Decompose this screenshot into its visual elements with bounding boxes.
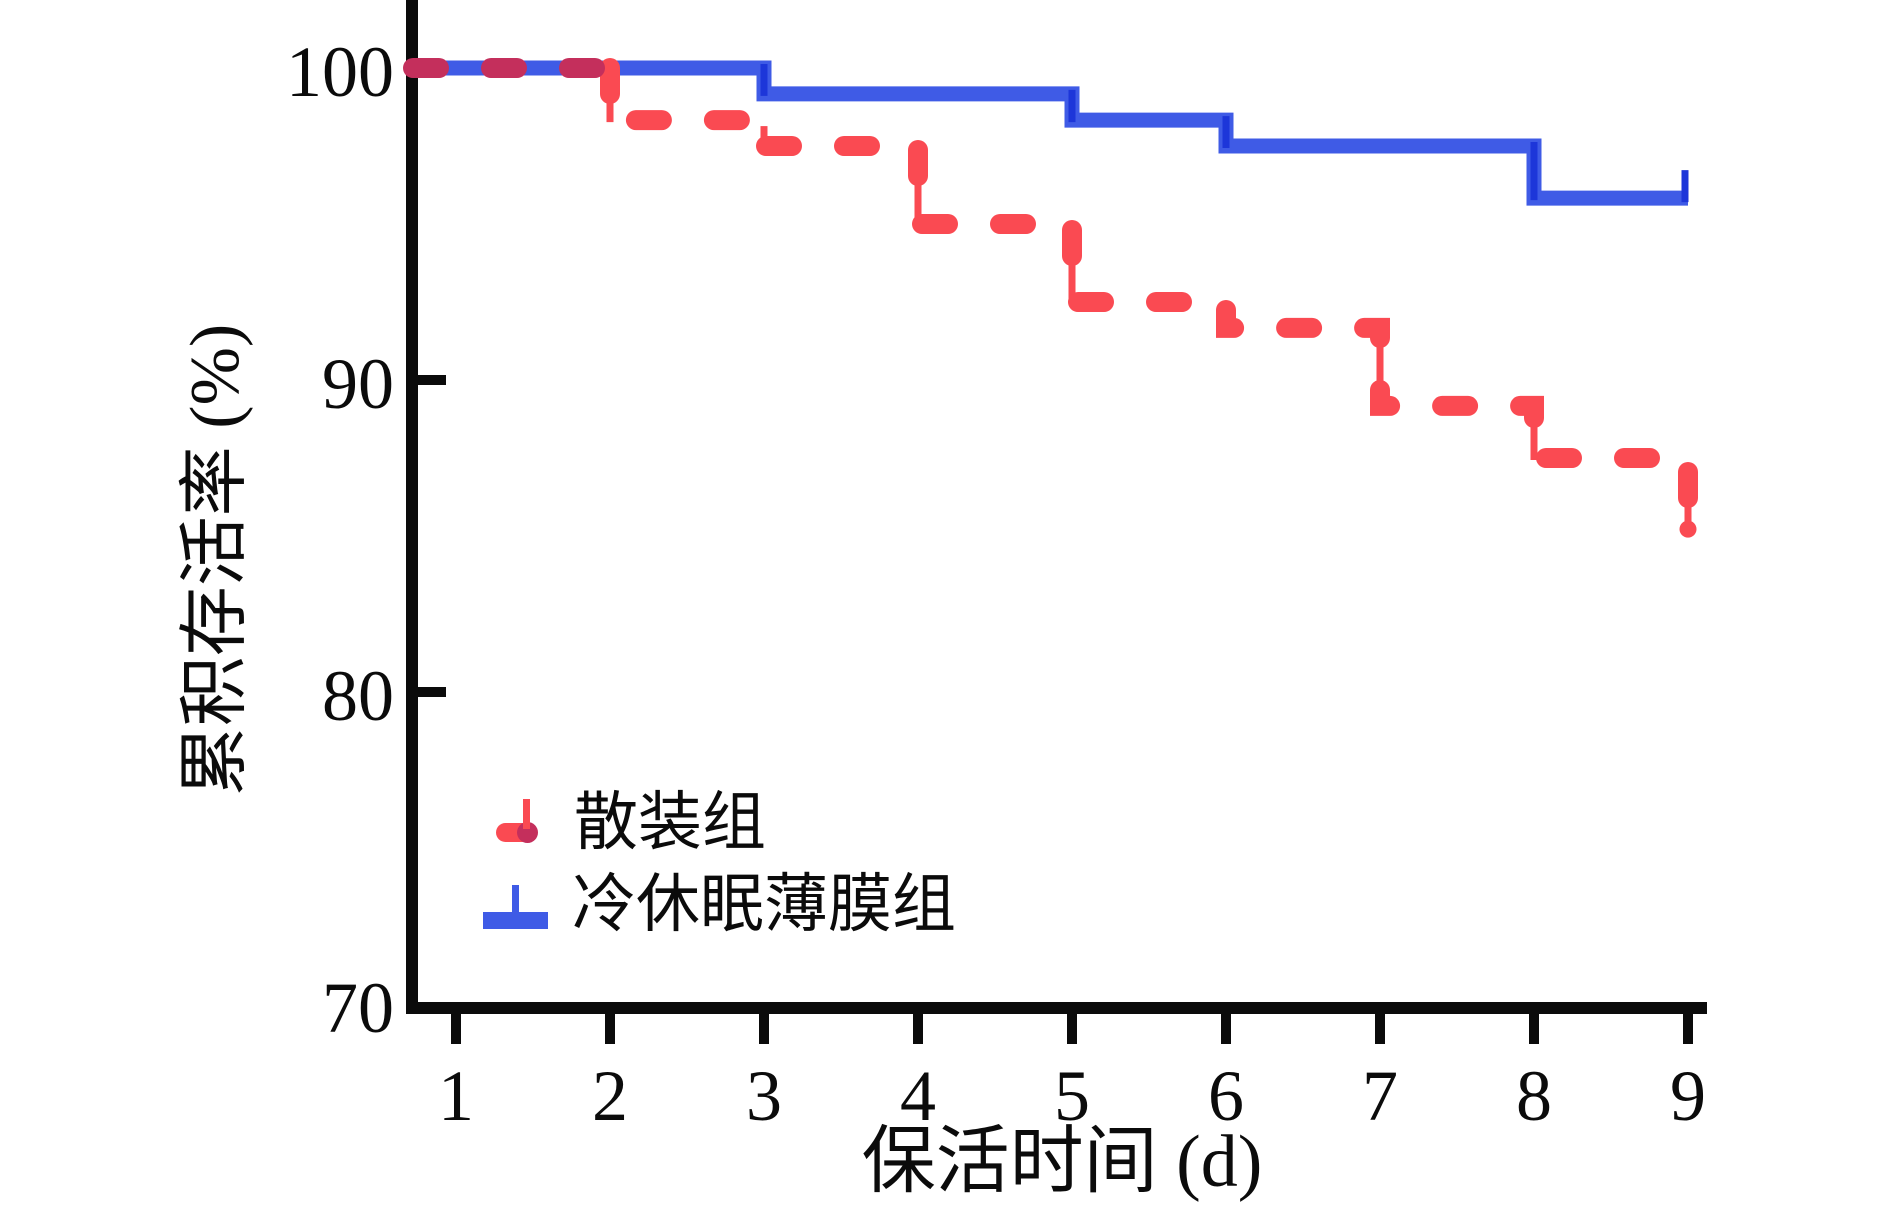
x-tick-label: 2 [592,1056,628,1136]
legend-item-cold-dormancy-film-group: 冷休眠薄膜组 [572,869,956,940]
x-tick-label: 9 [1670,1056,1706,1136]
x-tick-mark [759,1014,769,1044]
x-tick-mark [1375,1014,1385,1044]
x-tick-mark [1221,1014,1231,1044]
y-tick-label: 90 [322,344,394,424]
x-tick-label: 3 [746,1056,782,1136]
x-tick-mark [605,1014,615,1044]
x-tick-mark [1683,1014,1693,1044]
x-axis-line [406,1002,1707,1014]
x-tick-mark [1529,1014,1539,1044]
legend-blue-tick-icon [512,885,519,915]
x-tick-mark [451,1014,461,1044]
x-tick-label: 5 [1054,1056,1090,1136]
red-end-dot [1679,520,1697,538]
x-tick-mark [913,1014,923,1044]
red-survival-curve [600,58,1698,521]
y-axis-title: 累积存活率 (%) [177,323,254,797]
y-tick-mark [418,687,446,697]
legend-red-dot-icon [517,822,538,843]
y-tick-mark [418,375,446,385]
x-tick-mark [1067,1014,1077,1044]
x-tick-label: 6 [1208,1056,1244,1136]
x-tick-label: 1 [438,1056,474,1136]
x-tick-label: 7 [1362,1056,1398,1136]
y-tick-label: 80 [322,656,394,736]
legend-red-tick-icon [523,799,530,829]
y-tick-label: 100 [286,32,394,112]
legend-blue-bar-icon [483,912,548,929]
x-tick-label: 4 [900,1056,936,1136]
y-axis-line [406,0,418,1014]
x-axis-title: 保活时间 (d) [861,1121,1263,1203]
legend-item-bulk-group: 散装组 [574,787,766,858]
x-tick-label: 8 [1516,1056,1552,1136]
y-tick-label: 70 [322,968,394,1048]
